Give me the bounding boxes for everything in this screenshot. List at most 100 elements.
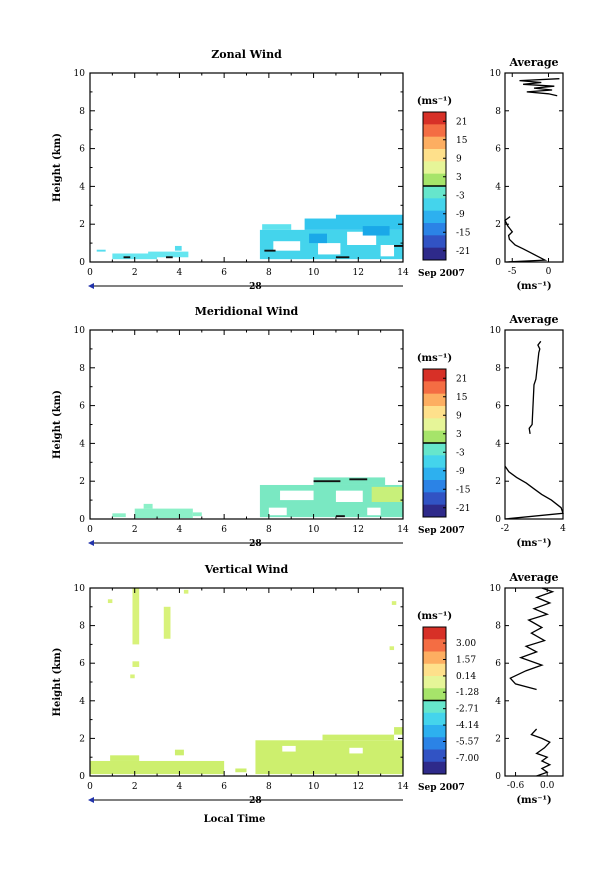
avg-unit-label: (ms⁻¹) [516, 795, 551, 806]
heatmap-mark [123, 256, 131, 259]
y-tick-label: 8 [79, 107, 85, 117]
avg-y-tick-label: 8 [495, 622, 501, 632]
heatmap-cell [367, 507, 381, 516]
day-label: 28 [249, 539, 262, 549]
colorbar-segment [423, 393, 446, 407]
heatmap-cell [389, 646, 395, 651]
heatmap-cell [130, 674, 135, 679]
avg-y-tick-label: 2 [495, 477, 501, 487]
avg-y-tick-label: 10 [490, 69, 502, 79]
x-tick-label: 8 [266, 525, 272, 535]
average-title: Average [508, 56, 558, 69]
colorbar-segment [423, 725, 446, 738]
colorbar-segment [423, 247, 446, 261]
y-tick-label: 0 [79, 772, 85, 782]
average-title: Average [508, 571, 558, 584]
heatmap-cell [235, 768, 247, 773]
heatmap-cell [174, 749, 184, 756]
heatmap-cell [282, 745, 296, 752]
colorbar-tick-label: -21 [456, 504, 471, 514]
heatmap-cell [163, 606, 171, 639]
colorbar-segment [423, 504, 446, 518]
colorbar-tick-label: -2.71 [456, 705, 479, 715]
x-tick-label: 0 [87, 525, 93, 535]
y-tick-label: 0 [79, 515, 85, 525]
colorbar-segment [423, 480, 446, 493]
x-tick-label: 12 [353, 782, 364, 792]
heatmap-cell [148, 251, 189, 258]
heatmap-cell [107, 599, 113, 604]
y-tick-label: 4 [79, 697, 85, 707]
y-tick-label: 6 [79, 402, 85, 412]
colorbar-segment [423, 124, 446, 138]
colorbar-segment [423, 627, 446, 640]
avg-y-tick-label: 0 [495, 258, 501, 268]
y-tick-label: 6 [79, 145, 85, 155]
heatmap-cell [349, 747, 363, 754]
colorbar-tick-label: 3 [456, 430, 462, 440]
colorbar-segment [423, 430, 446, 444]
x-tick-label: 14 [397, 525, 409, 535]
colorbar-segment [423, 700, 446, 714]
heatmap-cell [132, 661, 140, 667]
colorbar-segment [423, 418, 446, 432]
heatmap-cell [134, 508, 193, 519]
x-axis-label: Local Time [204, 814, 266, 825]
colorbar-segment [423, 492, 446, 506]
average-profile-line [509, 587, 555, 691]
heatmap-cell [362, 226, 390, 236]
x-tick-label: 2 [132, 525, 138, 535]
y-tick-label: 2 [79, 220, 85, 230]
colorbar-tick-label: -21 [456, 247, 471, 257]
colorbar-tick-label: -15 [456, 485, 471, 495]
date-label: Sep 2007 [418, 269, 465, 279]
colorbar-segment [423, 455, 446, 469]
panel-title: Vertical Wind [204, 563, 289, 576]
x-tick-label: 4 [177, 268, 183, 278]
heatmap-mark [313, 480, 341, 483]
heatmap-cell [318, 243, 341, 255]
colorbar-segment [423, 663, 446, 677]
avg-y-tick-label: 8 [495, 107, 501, 117]
heatmap-cell [255, 740, 403, 775]
date-marker [88, 540, 94, 546]
x-tick-label: 6 [221, 268, 227, 278]
colorbar-tick-label: 21 [456, 374, 467, 384]
panel-title: Meridional Wind [195, 305, 299, 318]
average-frame [504, 587, 564, 777]
heatmap-cell [391, 601, 397, 605]
colorbar-segment [423, 173, 446, 187]
colorbar-tick-label: 15 [456, 393, 468, 403]
colorbar-segment [423, 712, 446, 726]
y-tick-label: 8 [79, 622, 85, 632]
colorbar-tick-label: 0.14 [456, 672, 476, 682]
heatmap-cell [335, 490, 363, 502]
colorbar-tick-label: 9 [456, 154, 462, 164]
colorbar-segment [423, 737, 446, 750]
date-marker [88, 283, 94, 289]
y-tick-label: 4 [79, 439, 85, 449]
avg-x-tick-label: -0.6 [507, 781, 525, 791]
colorbar-segment [423, 161, 446, 175]
colorbar-tick-label: -9 [456, 467, 465, 477]
heatmap-cell [262, 224, 292, 230]
average-profile-line [504, 465, 564, 520]
x-tick-label: 10 [308, 525, 320, 535]
x-tick-label: 6 [221, 525, 227, 535]
heatmap-cell [192, 512, 202, 517]
avg-y-tick-label: 6 [495, 402, 501, 412]
x-tick-label: 14 [397, 268, 409, 278]
average-profile-line [530, 728, 552, 777]
y-tick-label: 4 [79, 182, 85, 192]
x-tick-label: 12 [353, 268, 364, 278]
heatmap-cell [112, 513, 126, 518]
y-tick-label: 10 [74, 584, 86, 594]
colorbar-unit-label: (ms⁻¹) [417, 611, 452, 622]
x-tick-label: 8 [266, 782, 272, 792]
avg-y-tick-label: 8 [495, 364, 501, 374]
y-tick-label: 10 [74, 69, 86, 79]
heatmap-mark [394, 244, 403, 247]
x-tick-label: 2 [132, 782, 138, 792]
colorbar-tick-label: -5.57 [456, 737, 479, 747]
